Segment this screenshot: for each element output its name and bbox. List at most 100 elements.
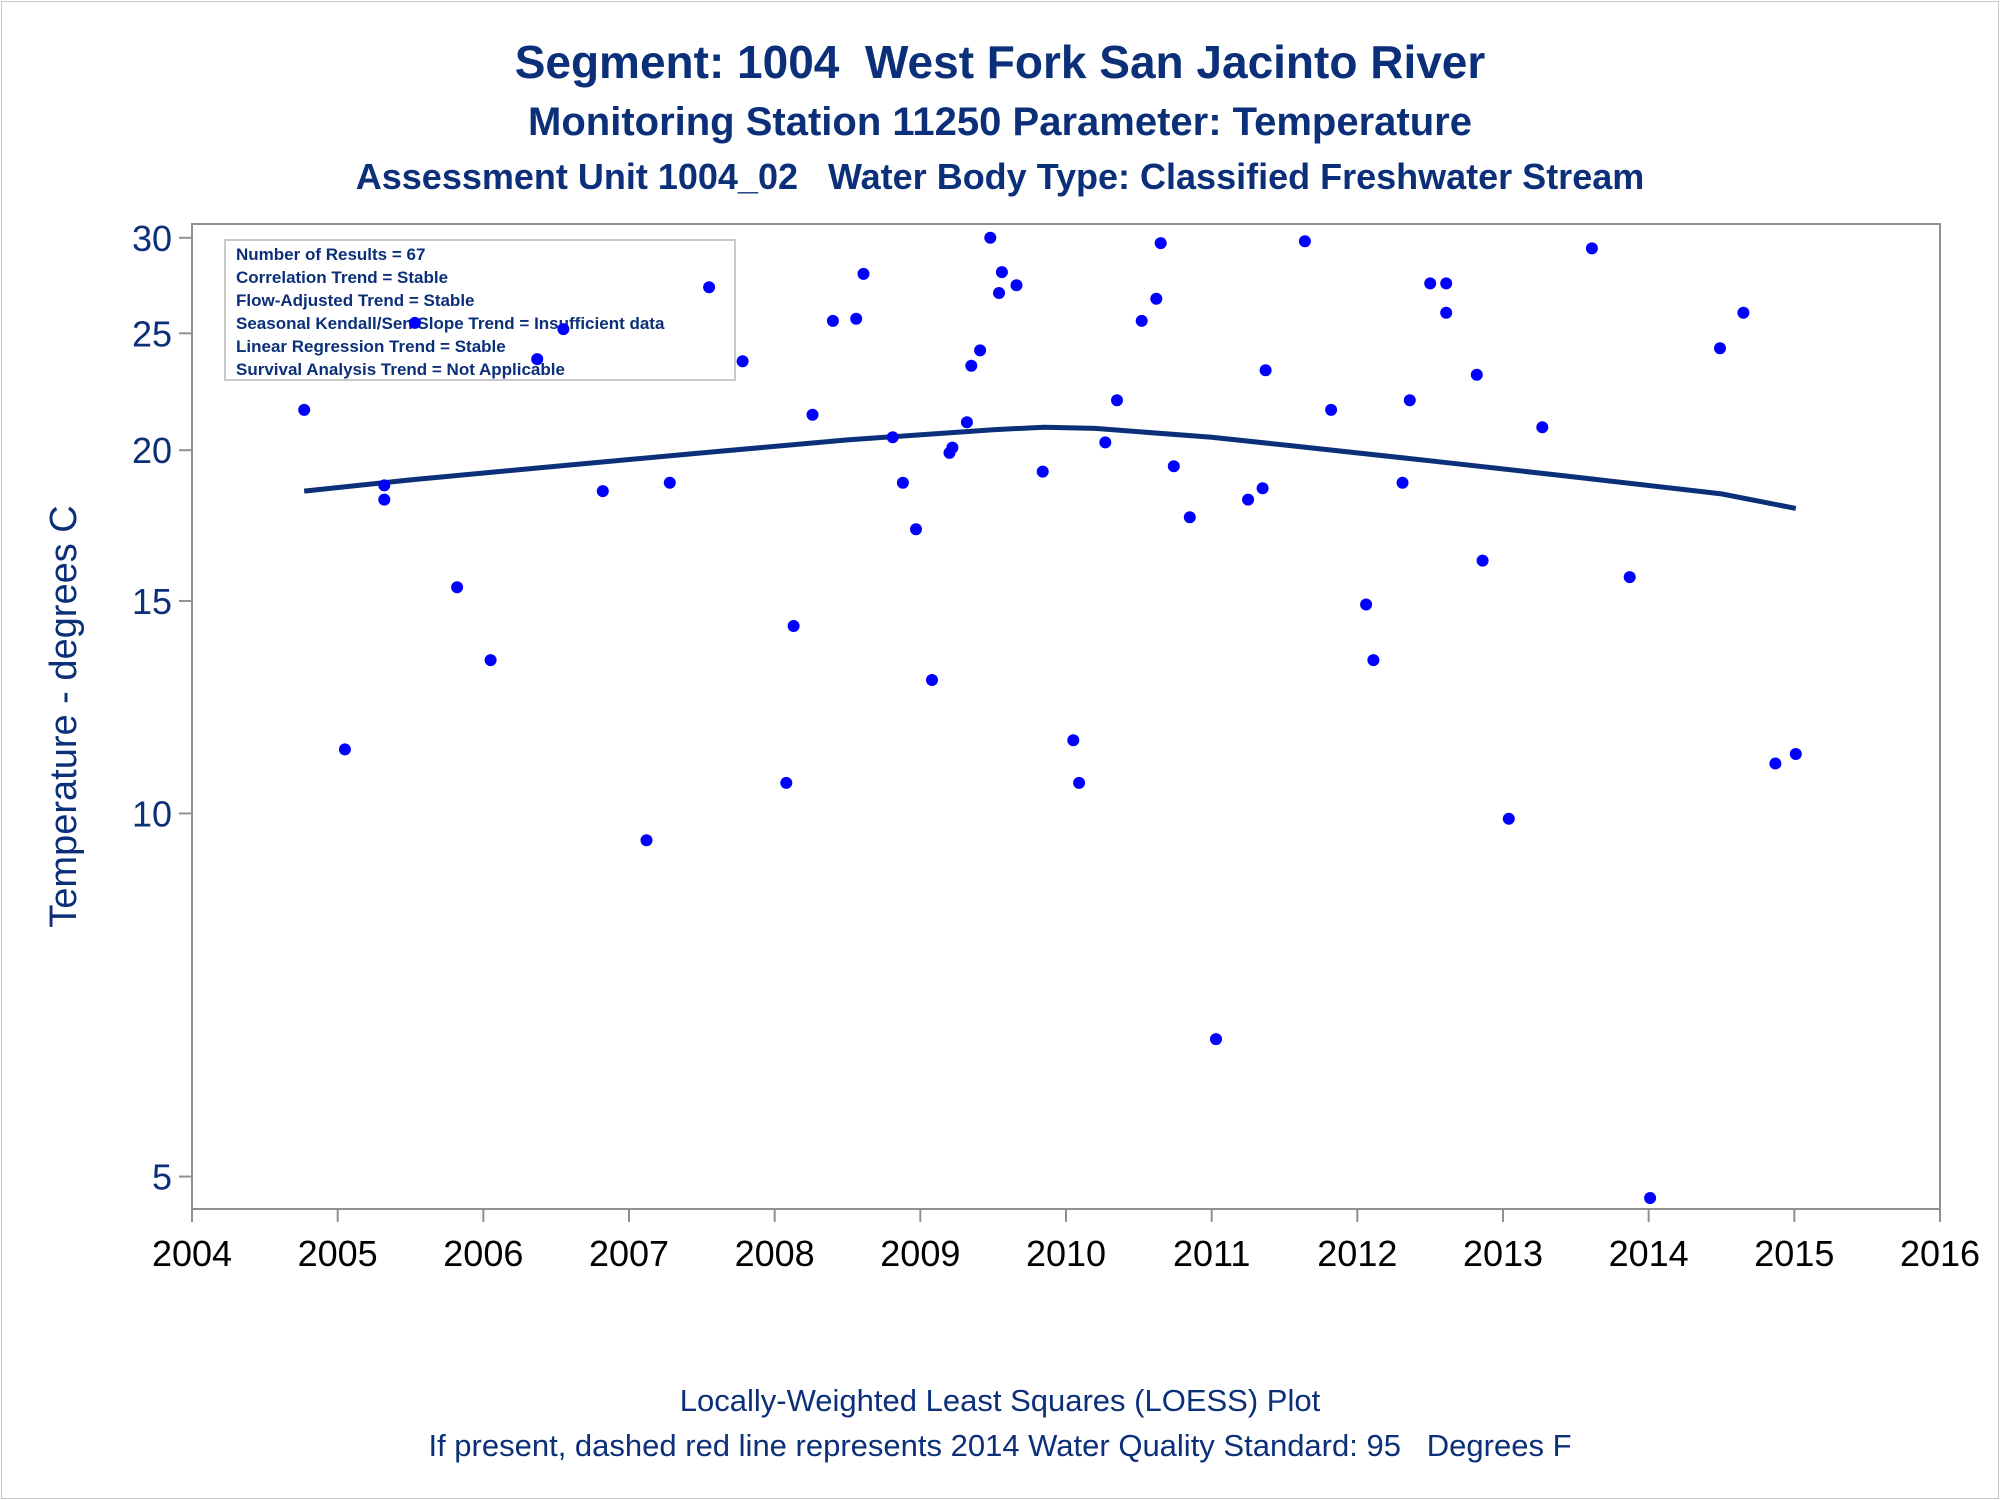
data-point xyxy=(984,231,997,244)
data-point xyxy=(857,267,870,280)
data-points xyxy=(298,231,1802,1204)
data-point xyxy=(1360,598,1373,611)
data-point xyxy=(378,493,391,506)
footnote-loess: Locally-Weighted Least Squares (LOESS) P… xyxy=(679,1383,1321,1418)
data-point xyxy=(378,479,391,492)
data-point xyxy=(1067,734,1080,747)
stats-box: Number of Results = 67 Correlation Trend … xyxy=(224,239,736,381)
stats-line: Survival Analysis Trend = Not Applicable xyxy=(236,360,565,379)
x-tick-label: 2014 xyxy=(1609,1233,1689,1274)
data-point xyxy=(663,476,676,489)
data-point xyxy=(451,581,464,594)
data-point xyxy=(1259,364,1272,377)
loess-curve xyxy=(303,424,1797,511)
data-point xyxy=(826,314,839,327)
data-point xyxy=(1440,277,1453,290)
x-tick-label: 2012 xyxy=(1317,1233,1397,1274)
y-tick-label: 30 xyxy=(132,218,172,259)
data-point xyxy=(1099,436,1112,449)
data-point xyxy=(1737,306,1750,319)
x-axis: 2004 2005 2006 2007 2008 2009 2010 2011 2012 2013… xyxy=(152,1209,1980,1274)
data-point xyxy=(703,281,716,294)
data-point xyxy=(850,312,863,325)
data-point xyxy=(946,441,959,454)
x-tick-label: 2009 xyxy=(880,1233,960,1274)
stats-line: Seasonal Kendall/Sen Slope Trend = Insuf… xyxy=(236,314,665,333)
y-tick-label: 20 xyxy=(132,430,172,471)
data-point xyxy=(1135,314,1148,327)
data-point xyxy=(1073,776,1086,789)
y-axis: 5 10 15 20 25 30 xyxy=(132,218,192,1198)
data-point xyxy=(974,344,987,357)
x-tick-label: 2006 xyxy=(443,1233,523,1274)
data-point xyxy=(557,323,570,336)
chart-subtitle-assessment: Assessment Unit 1004_02 Water Body Type:… xyxy=(355,156,1645,197)
data-point xyxy=(1470,368,1483,381)
data-point xyxy=(298,403,311,416)
data-point xyxy=(408,316,421,329)
x-tick-label: 2010 xyxy=(1026,1233,1106,1274)
data-point xyxy=(1298,235,1311,248)
stats-line: Linear Regression Trend = Stable xyxy=(236,337,506,356)
data-point xyxy=(1536,421,1549,434)
data-point xyxy=(1396,476,1409,489)
stats-line: Flow-Adjusted Trend = Stable xyxy=(236,291,475,310)
data-point xyxy=(596,485,609,498)
data-point xyxy=(1150,292,1163,305)
data-point xyxy=(1403,394,1416,407)
y-tick-label: 5 xyxy=(152,1157,172,1198)
stats-line: Correlation Trend = Stable xyxy=(236,268,448,287)
data-point xyxy=(960,416,973,429)
data-point xyxy=(736,355,749,368)
data-point xyxy=(1644,1192,1657,1204)
data-point xyxy=(886,431,899,444)
data-point xyxy=(1623,571,1636,584)
data-point xyxy=(531,353,544,366)
data-point xyxy=(1325,403,1338,416)
data-point xyxy=(780,776,793,789)
footnote-standard: If present, dashed red line represents 2… xyxy=(428,1428,1572,1463)
data-point xyxy=(1242,493,1255,506)
data-point xyxy=(1585,242,1598,255)
data-point xyxy=(1010,279,1023,292)
data-point xyxy=(787,620,800,632)
data-point xyxy=(993,287,1005,299)
y-tick-label: 15 xyxy=(132,581,172,622)
data-point xyxy=(1154,237,1167,250)
data-point xyxy=(806,408,819,421)
data-point xyxy=(1440,306,1453,319)
data-point xyxy=(1769,757,1782,770)
y-axis-label: Temperature - degrees C xyxy=(43,505,85,927)
x-tick-label: 2011 xyxy=(1173,1233,1250,1274)
stats-box-border xyxy=(224,239,736,381)
data-point xyxy=(995,266,1008,279)
x-tick-label: 2016 xyxy=(1900,1233,1980,1274)
y-tick-label: 25 xyxy=(132,313,172,354)
data-point xyxy=(640,834,653,847)
data-point xyxy=(1424,277,1437,290)
data-point xyxy=(1256,482,1269,495)
x-tick-label: 2015 xyxy=(1754,1233,1834,1274)
x-tick-label: 2013 xyxy=(1463,1233,1543,1274)
data-point xyxy=(1183,511,1196,524)
data-point xyxy=(965,359,978,372)
chart-subtitle-station: Monitoring Station 11250 Parameter: Temp… xyxy=(528,100,1472,144)
chart-title: Segment: 1004 West Fork San Jacinto Rive… xyxy=(514,36,1486,88)
data-point xyxy=(896,476,909,489)
x-tick-label: 2005 xyxy=(298,1233,378,1274)
data-point xyxy=(910,523,922,536)
stats-line: Number of Results = 67 xyxy=(236,245,425,264)
y-tick-label: 10 xyxy=(132,793,172,834)
x-tick-label: 2008 xyxy=(735,1233,815,1274)
data-point xyxy=(1210,1033,1222,1046)
data-point xyxy=(1367,654,1380,667)
data-point xyxy=(1167,460,1180,473)
data-point xyxy=(338,743,351,756)
data-point xyxy=(1714,342,1726,355)
data-point xyxy=(1036,465,1049,478)
data-point xyxy=(1476,554,1489,567)
data-point xyxy=(926,674,938,686)
x-tick-label: 2004 xyxy=(152,1233,232,1274)
data-point xyxy=(484,654,497,667)
